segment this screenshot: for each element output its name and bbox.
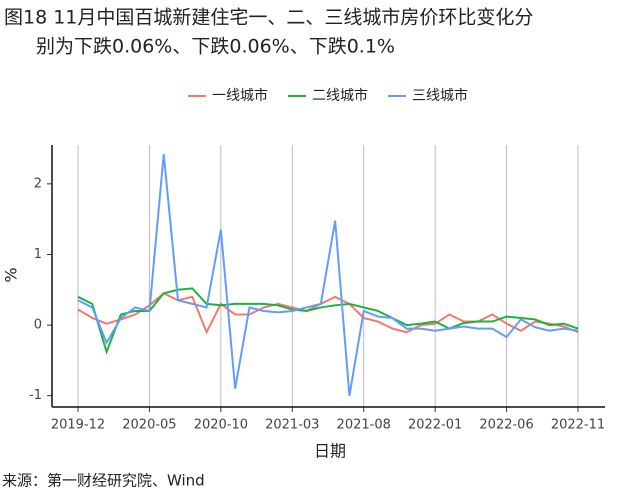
x-tick-label: 2021-03: [265, 418, 319, 433]
x-tick-label: 2022-11: [551, 418, 605, 433]
source: 来源：第一财经研究院、Wind: [2, 472, 205, 490]
series-line: [77, 154, 579, 396]
y-axis-label: %: [2, 267, 21, 282]
y-tick-label: 1: [34, 247, 42, 262]
x-tick-label: 2022-01: [408, 418, 462, 433]
x-tick-label: 2022-06: [479, 418, 533, 433]
series-line: [77, 292, 579, 335]
chart-title: 别为下跌0.06%、下跌0.06%、下跌0.1%: [36, 36, 395, 58]
x-tick-label: 2019-12: [51, 418, 105, 433]
y-tick-label: 2: [34, 176, 42, 191]
x-tick-label: 2021-08: [337, 418, 391, 433]
chart-title: 图18 11月中国百城新建住宅一、二、三线城市房价环比变化分: [4, 7, 533, 29]
legend-label: 三线城市: [412, 87, 468, 104]
legend-label: 二线城市: [312, 87, 368, 104]
series-line: [77, 287, 579, 356]
y-tick-label: 0: [34, 318, 42, 333]
x-tick-label: 2020-10: [194, 418, 248, 433]
legend-label: 一线城市: [212, 87, 268, 104]
y-tick-label: -1: [29, 388, 42, 403]
x-tick-label: 2020-05: [122, 418, 176, 433]
x-axis-label: 日期: [314, 442, 346, 461]
